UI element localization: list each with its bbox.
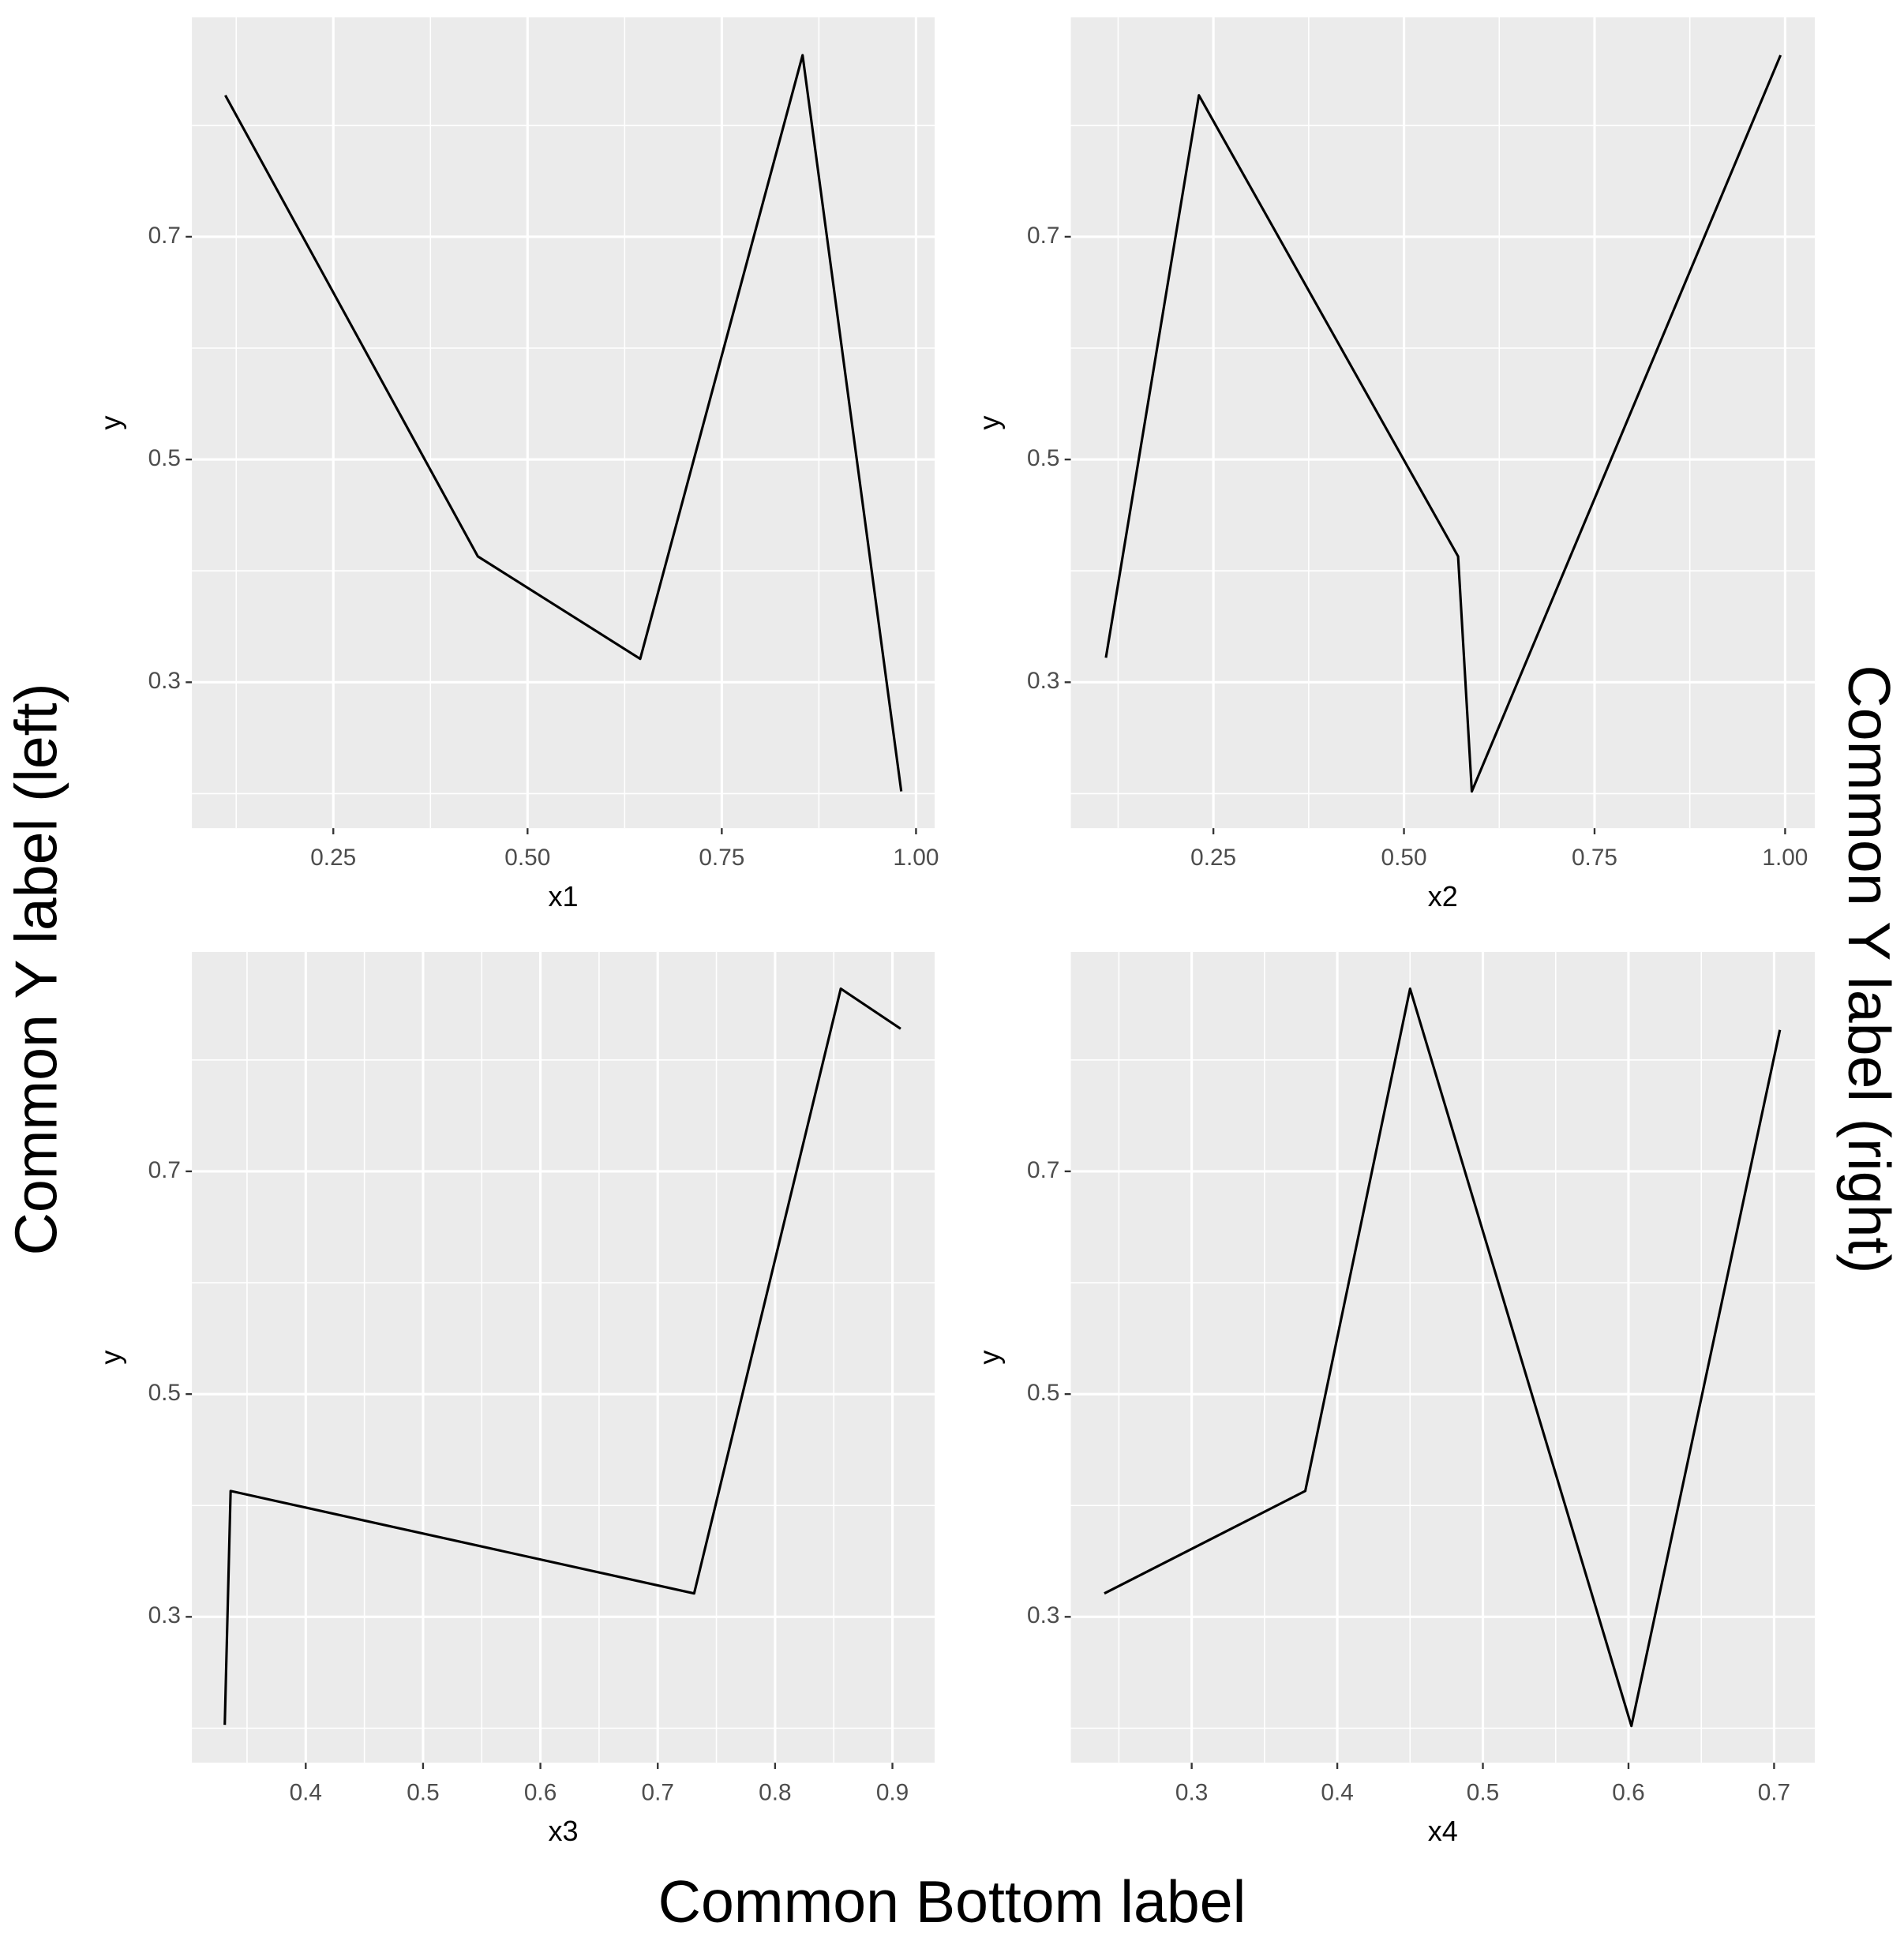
- plot-background: [1070, 951, 1816, 1763]
- x-axis-title: x1: [549, 880, 579, 912]
- y-axis-title: y: [973, 416, 1006, 430]
- x-tick-label: 0.7: [642, 1779, 674, 1805]
- y-tick-label: 0.3: [1027, 1602, 1059, 1628]
- line: [1104, 987, 1782, 1728]
- panel: 0.25 0.50 0.75 1.00 0.3 0.5 0.7 x2 y: [973, 17, 1816, 912]
- y-tick-label: 0.7: [1027, 223, 1059, 249]
- x-tick-label: 0.75: [1572, 845, 1617, 871]
- panel: 0.3 0.4 0.5 0.6 0.7 0.3 0.5 0.7 x4 y: [973, 951, 1816, 1847]
- panel: 0.25 0.50 0.75 1.00 0.3 0.5 0.7 x1 y: [94, 17, 939, 912]
- line: [223, 987, 901, 1726]
- x-axis-title: x2: [1428, 880, 1458, 912]
- x-axis-title: x4: [1428, 1815, 1458, 1847]
- x-tick-label: 0.9: [876, 1779, 909, 1805]
- x-tick-label: 0.50: [504, 845, 550, 871]
- y-tick-label: 0.7: [1027, 1157, 1059, 1183]
- common-bottom-label: Common Bottom label: [658, 1868, 1246, 1935]
- y-tick-label: 0.3: [1027, 668, 1059, 694]
- x-tick-label: 0.50: [1381, 845, 1427, 871]
- common-right-label: Common Y label (right): [1836, 665, 1902, 1273]
- plot-background: [192, 17, 935, 829]
- y-tick-label: 0.3: [148, 668, 181, 694]
- x-tick-label: 0.7: [1758, 1779, 1790, 1805]
- y-axis-title: y: [94, 416, 126, 430]
- x-tick-label: 0.5: [1467, 1779, 1499, 1805]
- y-tick-label: 0.7: [148, 1157, 181, 1183]
- x-tick-label: 0.4: [290, 1779, 322, 1805]
- x-tick-label: 0.25: [1190, 845, 1236, 871]
- plot-background: [192, 951, 935, 1763]
- common-left-label: Common Y label (left): [3, 683, 69, 1255]
- x-axis-title: x3: [549, 1815, 579, 1847]
- y-tick-label: 0.5: [1027, 445, 1059, 471]
- x-tick-label: 1.00: [893, 845, 939, 871]
- x-tick-label: 0.6: [524, 1779, 557, 1805]
- y-tick-label: 0.3: [148, 1602, 181, 1628]
- x-tick-label: 0.75: [699, 845, 744, 871]
- x-tick-label: 0.3: [1175, 1779, 1208, 1805]
- x-tick-label: 0.25: [310, 845, 356, 871]
- y-tick-label: 0.5: [148, 1380, 181, 1406]
- y-axis-title: y: [94, 1351, 126, 1365]
- line: [224, 54, 903, 792]
- y-axis-title: y: [973, 1351, 1006, 1365]
- x-tick-label: 0.8: [759, 1779, 791, 1805]
- y-tick-label: 0.5: [148, 445, 181, 471]
- x-tick-label: 0.6: [1612, 1779, 1644, 1805]
- x-tick-label: 0.4: [1321, 1779, 1353, 1805]
- x-tick-label: 1.00: [1762, 845, 1808, 871]
- y-tick-label: 0.7: [148, 223, 181, 249]
- panel: 0.4 0.5 0.6 0.7 0.8 0.9 0.3 0.5 0.7 x3 y: [94, 951, 935, 1847]
- plot-background: [1070, 17, 1816, 829]
- y-tick-label: 0.5: [1027, 1380, 1059, 1406]
- x-tick-label: 0.5: [407, 1779, 439, 1805]
- line: [1104, 54, 1782, 793]
